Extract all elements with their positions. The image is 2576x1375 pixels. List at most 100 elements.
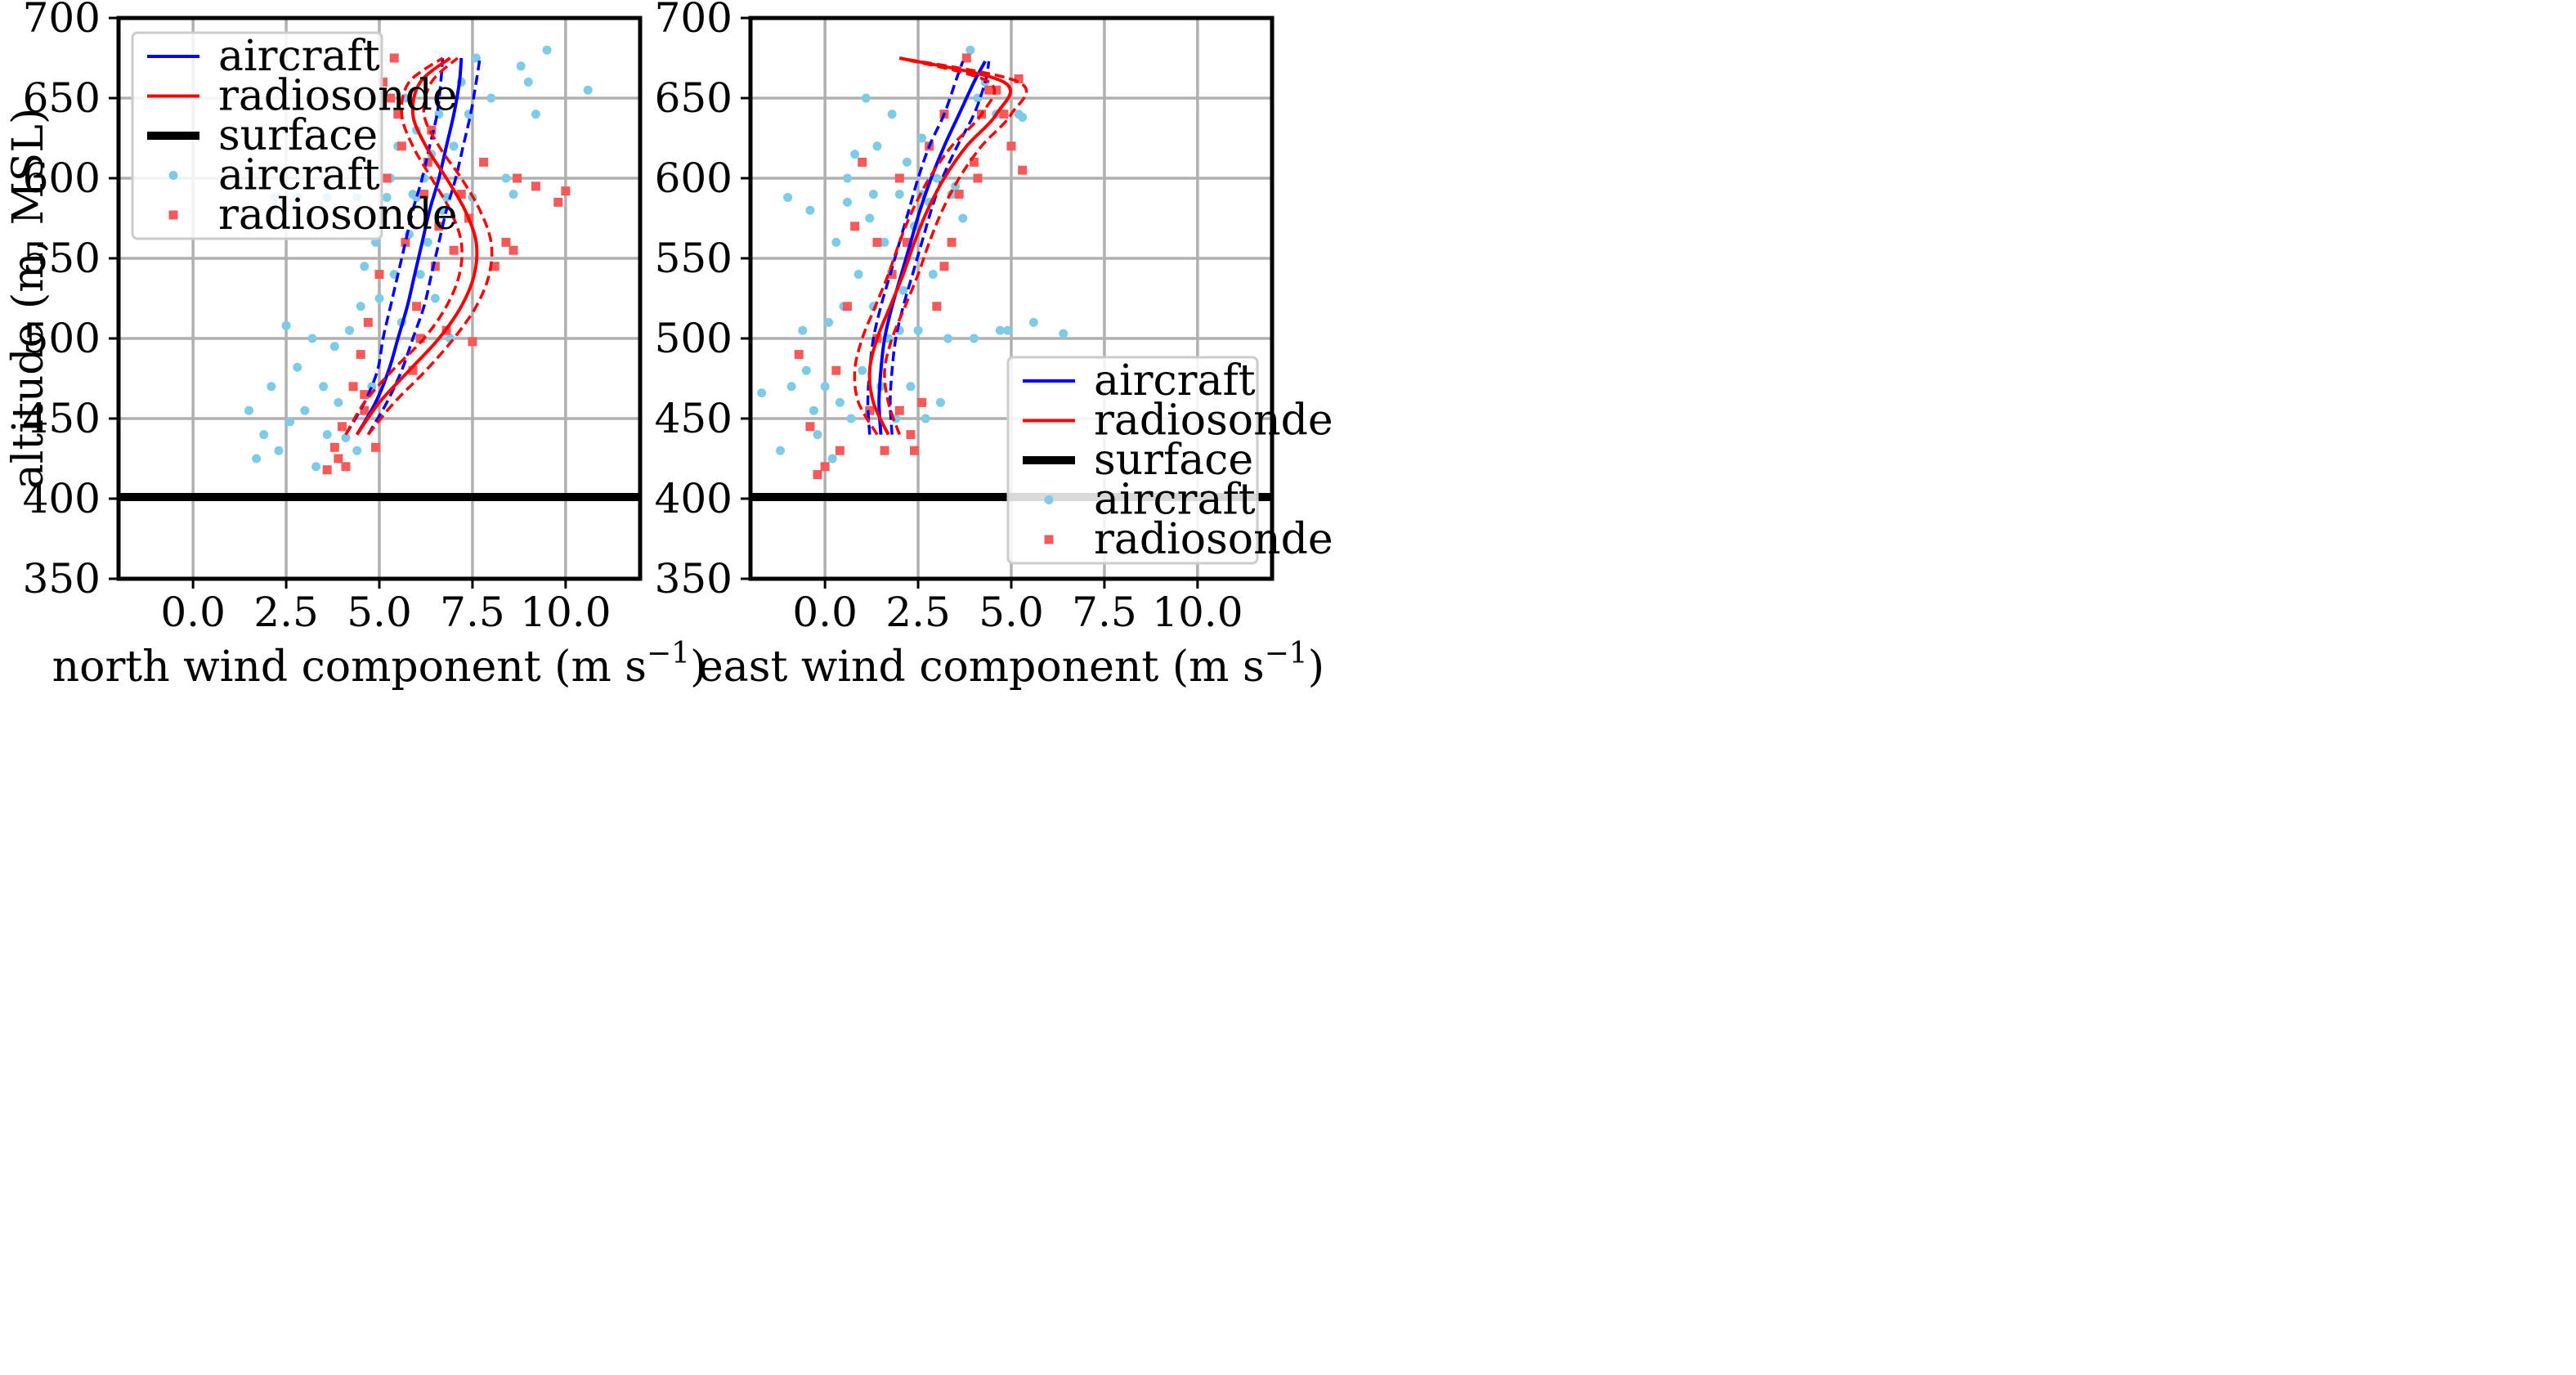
aircraft-point (293, 362, 302, 372)
aircraft-point (285, 417, 295, 427)
left-fit-curves (344, 56, 494, 436)
y-tick-label: 450 (655, 395, 732, 442)
radiosonde-fit-lower-bound (853, 56, 997, 436)
radiosonde-point (348, 382, 358, 392)
legend-label: radiosonde (218, 190, 458, 240)
legend-box (131, 31, 383, 240)
radiosonde-point (835, 446, 844, 455)
radiosonde-point (360, 405, 370, 415)
radiosonde-point (334, 454, 343, 464)
radiosonde-point (468, 337, 477, 347)
legend-label: surface (218, 111, 378, 160)
radiosonde-point (902, 237, 912, 247)
radiosonde-point (961, 53, 971, 63)
radiosonde-point (401, 237, 410, 247)
legend-label: aircraft (218, 151, 380, 200)
radiosonde-point (379, 77, 388, 87)
x-tick-label: 0.0 (792, 589, 858, 636)
radiosonde-point (858, 157, 867, 167)
y-tick-label: 350 (23, 555, 101, 602)
aircraft-point (267, 382, 276, 392)
aircraft-point (281, 320, 291, 330)
aircraft-point (898, 285, 908, 295)
radiosonde-point (419, 190, 429, 199)
radiosonde-point (865, 405, 875, 415)
radiosonde-point (382, 173, 392, 183)
aircraft-point (850, 150, 860, 159)
left-panel: 0.0 2.5 5.0 7.5 10.0 350 400 450 500 550 600 650 70… (4, 0, 706, 692)
radiosonde-point (984, 85, 994, 95)
aircraft-point (932, 173, 942, 183)
legend-label: aircraft (1094, 476, 1256, 525)
aircraft-point (345, 325, 355, 335)
right-x-ticks: 0.0 2.5 5.0 7.5 10.0 (792, 579, 1243, 636)
aircraft-point (252, 454, 262, 464)
radiosonde-point (427, 125, 437, 135)
aircraft-point (441, 193, 451, 203)
aircraft-point (951, 181, 961, 191)
aircraft-point (360, 262, 370, 271)
aircraft-point (374, 293, 384, 303)
radiosonde-point (389, 53, 399, 63)
radiosonde-point (561, 186, 571, 196)
aircraft-point (835, 397, 844, 407)
y-tick-label: 600 (23, 155, 101, 202)
radiosonde-fit-mean-line (356, 56, 479, 436)
aircraft-point (334, 397, 343, 407)
aircraft-point (935, 397, 945, 407)
radiosonde-point (842, 302, 852, 311)
radiosonde-point (393, 110, 403, 119)
left-x-axis-label-close: ) (690, 643, 706, 692)
radiosonde-point (954, 190, 964, 199)
left-x-axis-label-text: north wind component (m s (52, 643, 647, 692)
radiosonde-point (872, 237, 882, 247)
aircraft-point (827, 454, 837, 464)
radiosonde-point (490, 262, 500, 271)
aircraft-point (913, 325, 923, 335)
left-legend: aircraftradiosondesurfaceaircraftradioso… (131, 31, 458, 240)
aircraft-point (902, 157, 912, 167)
legend-label: surface (1094, 436, 1253, 485)
radiosonde-point (363, 317, 373, 327)
radiosonde-point (501, 237, 511, 247)
radiosonde-point (794, 350, 804, 360)
aircraft-point (969, 334, 979, 343)
aircraft-point (356, 302, 365, 311)
aircraft-point (887, 110, 897, 119)
aircraft-point (523, 77, 533, 87)
radiosonde-point (969, 157, 979, 167)
aircraft-point (865, 213, 875, 223)
legend-label: radiosonde (218, 72, 458, 121)
left-radiosonde-scatter (322, 53, 571, 475)
right-x-axis-label-text: east wind component (m s (698, 643, 1265, 692)
right-fit-curves (853, 56, 1028, 436)
x-tick-label: 0.0 (160, 589, 226, 636)
aircraft-point (820, 382, 830, 392)
radiosonde-point (370, 442, 380, 452)
radiosonde-point (337, 422, 347, 432)
radiosonde-point (1018, 165, 1028, 175)
aircraft-point (906, 382, 916, 392)
aircraft-point (858, 365, 867, 375)
radiosonde-point (531, 181, 540, 191)
y-tick-label: 350 (655, 555, 732, 602)
radiosonde-point (322, 465, 332, 475)
aircraft-point (508, 190, 518, 199)
radiosonde-point (906, 430, 916, 440)
radiosonde-point (939, 262, 949, 271)
radiosonde-point (396, 141, 406, 151)
aircraft-point (449, 141, 459, 151)
aircraft-point (805, 205, 815, 215)
radiosonde-point (820, 462, 830, 472)
radiosonde-point (813, 470, 822, 480)
x-tick-label: 2.5 (253, 589, 319, 636)
left-x-axis-label: north wind component (m s−1) (52, 637, 707, 692)
radiosonde-point (408, 365, 418, 375)
aircraft-point (775, 446, 785, 455)
radiosonde-fit-upper-bound (883, 56, 1028, 436)
aircraft-point (1059, 329, 1068, 338)
radiosonde-point (850, 222, 860, 231)
aircraft-point (880, 237, 889, 247)
aircraft-point (307, 334, 317, 343)
aircraft-point (846, 414, 856, 423)
